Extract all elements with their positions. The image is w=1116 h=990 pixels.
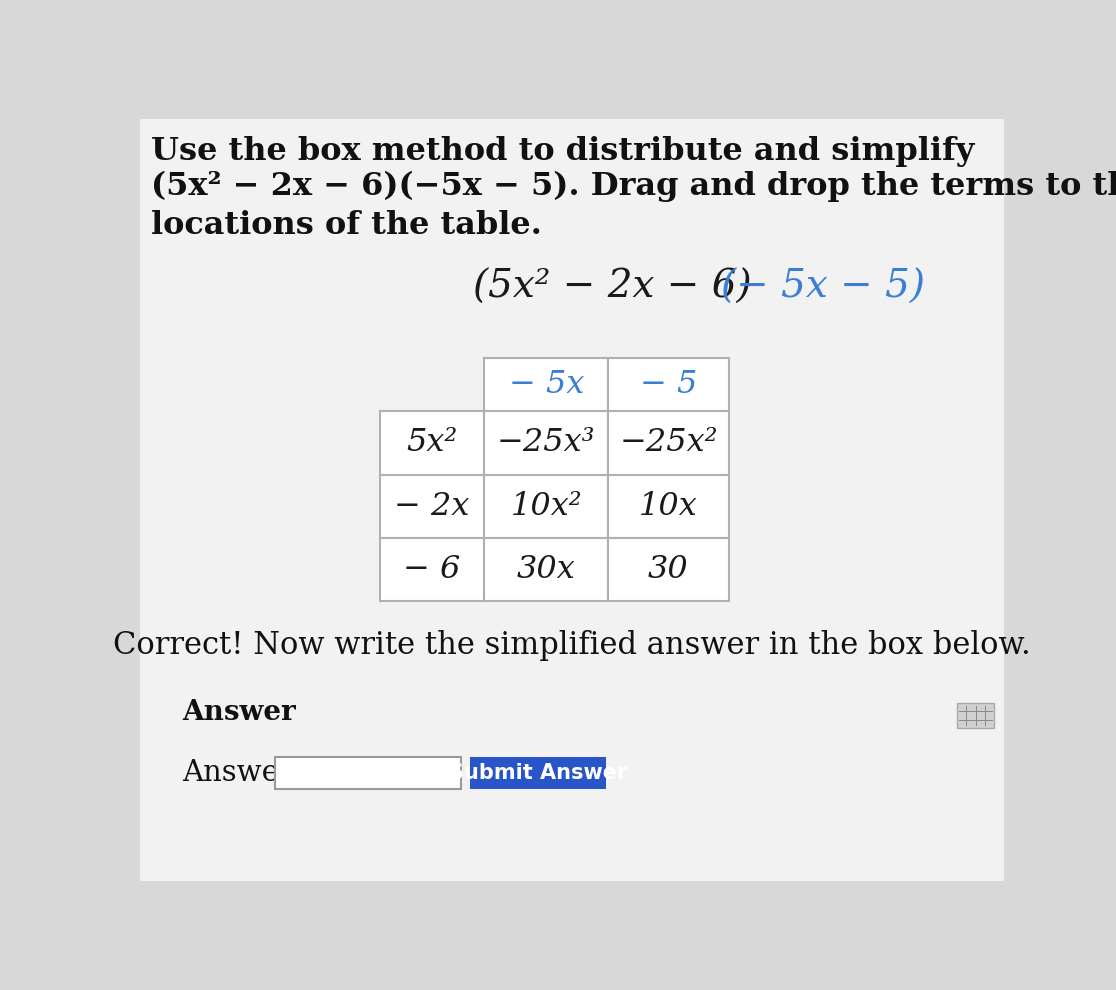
Bar bbox=[608, 474, 729, 538]
Text: 10x: 10x bbox=[639, 491, 698, 522]
Bar bbox=[484, 538, 608, 601]
Bar bbox=[276, 757, 461, 789]
Text: Use the box method to distribute and simplify: Use the box method to distribute and sim… bbox=[151, 136, 974, 166]
Text: 10x²: 10x² bbox=[510, 491, 583, 522]
Text: − 6: − 6 bbox=[403, 553, 461, 585]
Text: Correct! Now write the simplified answer in the box below.: Correct! Now write the simplified answer… bbox=[113, 630, 1031, 661]
Bar bbox=[608, 538, 729, 601]
Bar bbox=[608, 357, 729, 412]
Text: Answer:: Answer: bbox=[182, 758, 302, 786]
Text: (5x² − 2x − 6): (5x² − 2x − 6) bbox=[473, 269, 751, 306]
Bar bbox=[484, 474, 608, 538]
Text: locations of the table.: locations of the table. bbox=[151, 210, 542, 241]
Text: − 2x: − 2x bbox=[394, 491, 470, 522]
Bar bbox=[484, 412, 608, 474]
Bar bbox=[471, 757, 606, 789]
Text: Submit Answer: Submit Answer bbox=[449, 763, 627, 783]
Text: 30x: 30x bbox=[517, 553, 576, 585]
Text: (5x² − 2x − 6)(−5x − 5). Drag and drop the terms to the correct: (5x² − 2x − 6)(−5x − 5). Drag and drop t… bbox=[151, 171, 1116, 202]
Bar bbox=[379, 538, 484, 601]
Bar bbox=[379, 474, 484, 538]
Bar bbox=[484, 357, 608, 412]
Text: 30: 30 bbox=[648, 553, 689, 585]
Text: − 5: − 5 bbox=[639, 369, 698, 400]
Bar bbox=[608, 412, 729, 474]
Text: −25x³: −25x³ bbox=[497, 428, 596, 458]
Text: 5x²: 5x² bbox=[406, 428, 458, 458]
Bar bbox=[379, 412, 484, 474]
Text: −25x²: −25x² bbox=[619, 428, 718, 458]
Text: Answer: Answer bbox=[182, 699, 296, 727]
Text: (− 5x − 5): (− 5x − 5) bbox=[721, 269, 925, 306]
Text: − 5x: − 5x bbox=[509, 369, 584, 400]
Bar bbox=[958, 703, 994, 728]
